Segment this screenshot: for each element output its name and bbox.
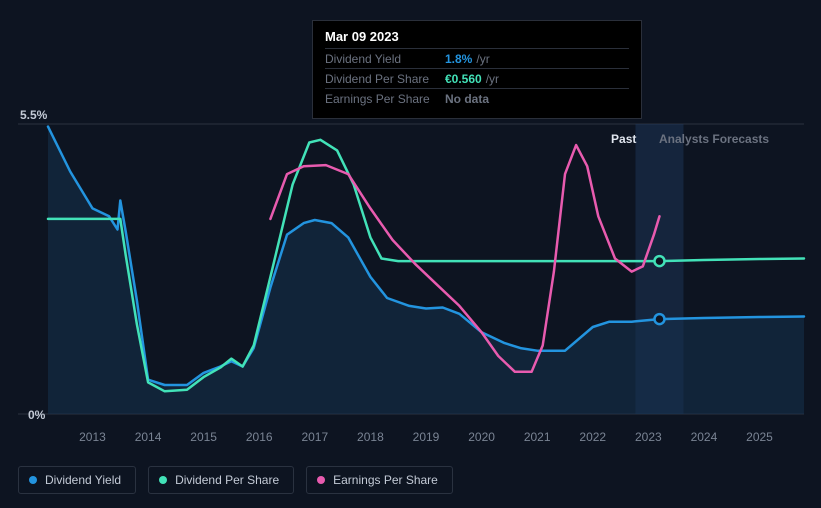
x-axis-year-label: 2024 <box>691 430 718 444</box>
x-axis-year-label: 2019 <box>413 430 440 444</box>
tooltip-row-label: Dividend Per Share <box>325 72 445 86</box>
y-axis-max-label: 5.5% <box>20 108 47 122</box>
tooltip-row-label: Dividend Yield <box>325 52 445 66</box>
x-axis-year-label: 2023 <box>635 430 662 444</box>
x-axis-year-label: 2021 <box>524 430 551 444</box>
x-axis-year-label: 2018 <box>357 430 384 444</box>
section-label-forecast: Analysts Forecasts <box>659 132 769 146</box>
tooltip-row-value: No data <box>445 92 489 106</box>
tooltip-row: Dividend Yield1.8% /yr <box>325 48 629 68</box>
tooltip-row: Earnings Per ShareNo data <box>325 88 629 108</box>
legend-swatch-icon <box>317 476 325 484</box>
tooltip-row-value: €0.560 <box>445 72 482 86</box>
section-label-past: Past <box>611 132 636 146</box>
tooltip-row-unit: /yr <box>486 72 499 86</box>
x-axis-year-label: 2020 <box>468 430 495 444</box>
tooltip-date: Mar 09 2023 <box>325 29 629 48</box>
tooltip-row: Dividend Per Share€0.560/yr <box>325 68 629 88</box>
legend-item-label: Dividend Yield <box>45 473 121 487</box>
legend-swatch-icon <box>159 476 167 484</box>
dividend-chart: 5.5% 0% 2013 2014 2015 2016 2017 2018 2019 2020… <box>0 0 821 508</box>
legend-item-label: Dividend Per Share <box>175 473 279 487</box>
y-axis-min-label: 0% <box>28 408 45 422</box>
chart-legend: Dividend Yield Dividend Per Share Earnings… <box>18 466 453 494</box>
tooltip-row-label: Earnings Per Share <box>325 92 445 106</box>
tooltip-row-unit: /yr <box>476 52 489 66</box>
x-axis-year-label: 2016 <box>246 430 273 444</box>
x-axis-year-label: 2022 <box>579 430 606 444</box>
legend-item-dividend_yield[interactable]: Dividend Yield <box>18 466 136 494</box>
x-axis-year-label: 2013 <box>79 430 106 444</box>
x-axis-year-label: 2015 <box>190 430 217 444</box>
tooltip-row-value: 1.8% <box>445 52 472 66</box>
legend-item-label: Earnings Per Share <box>333 473 438 487</box>
x-axis-year-label: 2025 <box>746 430 773 444</box>
legend-swatch-icon <box>29 476 37 484</box>
legend-item-earnings_per_share[interactable]: Earnings Per Share <box>306 466 453 494</box>
hover-tooltip: Mar 09 2023 Dividend Yield1.8%/yrDividen… <box>312 20 642 119</box>
legend-item-dividend_per_share[interactable]: Dividend Per Share <box>148 466 294 494</box>
x-axis-year-label: 2017 <box>301 430 328 444</box>
x-axis-year-label: 2014 <box>135 430 162 444</box>
